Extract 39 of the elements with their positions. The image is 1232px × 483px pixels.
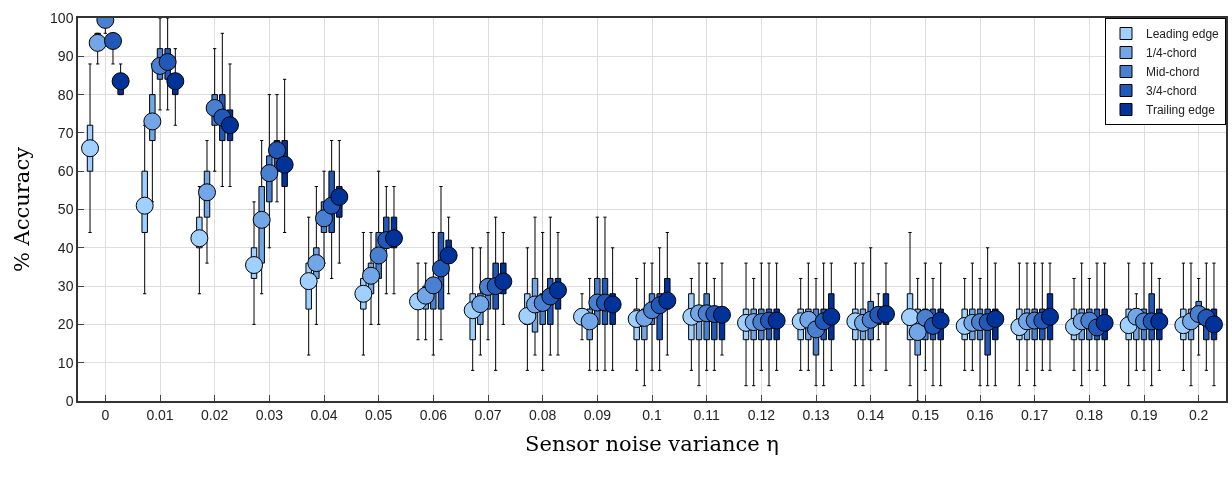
legend-label: Mid-chord: [1146, 65, 1200, 80]
x-tick-label: 0.17: [1021, 406, 1049, 423]
x-tick-label: 0.02: [201, 406, 229, 423]
x-tick-label: 0.15: [911, 406, 940, 423]
legend-label: 1/4-chord: [1146, 46, 1197, 61]
x-tick-label: 0.06: [419, 406, 448, 423]
y-tick-label: 10: [57, 354, 74, 371]
x-tick-label: 0.19: [1130, 406, 1158, 423]
x-tick-label: 0.08: [529, 406, 557, 423]
y-tick-label: 20: [57, 316, 74, 333]
y-tick-label: 70: [57, 124, 74, 141]
x-tick-label: 0.13: [802, 406, 830, 423]
x-tick-label: 0.01: [146, 406, 174, 423]
y-tick-label: 90: [57, 48, 74, 65]
x-tick-label: 0: [101, 406, 110, 423]
x-tick-label: 0.16: [966, 406, 994, 423]
y-axis-title: % Accuracy: [9, 146, 34, 273]
y-tick-label: 40: [57, 239, 74, 256]
x-tick-label: 0.12: [747, 406, 776, 423]
x-tick-label: 0.2: [1188, 406, 1209, 423]
x-tick-label: 0.18: [1075, 406, 1104, 423]
x-axis-title: Sensor noise variance η: [525, 432, 779, 457]
x-tick-label: 0.14: [857, 406, 885, 423]
x-tick-label: 0.1: [642, 406, 662, 423]
x-tick-label: 0.11: [693, 406, 720, 423]
y-tick-label: 50: [57, 201, 74, 218]
y-tick-label: 100: [50, 9, 74, 26]
y-tick-label: 80: [57, 86, 74, 103]
y-tick-label: 60: [57, 163, 74, 180]
x-tick-label: 0.09: [583, 406, 612, 423]
legend-label: Trailing edge: [1146, 103, 1216, 118]
legend-label: 3/4-chord: [1146, 84, 1197, 99]
x-tick-label: 0.04: [310, 406, 338, 423]
y-tick-label: 0: [65, 392, 74, 409]
y-tick-label: 30: [57, 278, 74, 294]
x-tick-label: 0.05: [365, 406, 393, 423]
x-tick-label: 0.03: [255, 406, 284, 423]
legend-label: Leading edge: [1146, 27, 1220, 42]
x-tick-label: 0.07: [474, 406, 502, 423]
